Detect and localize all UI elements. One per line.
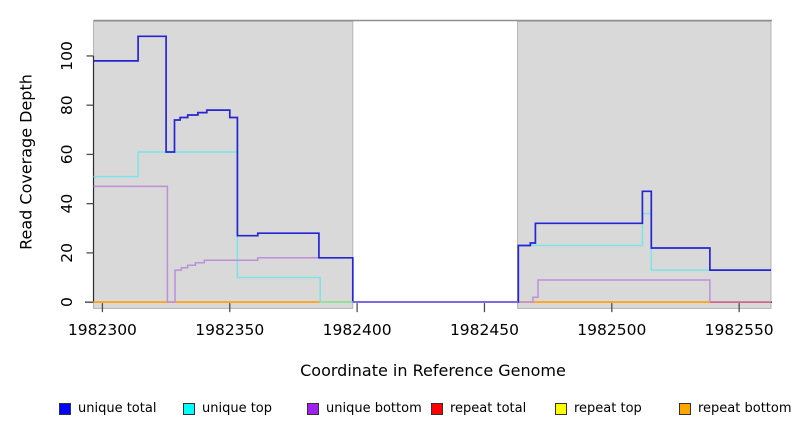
legend-swatch-icon (307, 402, 319, 415)
legend-item-repeat-bottom: repeat bottom (679, 400, 792, 417)
legend-label: repeat top (574, 401, 642, 416)
legend: unique total unique top unique bottom repea… (0, 400, 792, 420)
y-tick-label: 20 (58, 243, 76, 263)
coverage-region-1 (93, 20, 354, 309)
series-unique-bottom-line (93, 185, 711, 303)
legend-swatch-icon (431, 402, 443, 415)
x-tick-label: 1982450 (450, 321, 519, 339)
x-tick-label: 1982500 (577, 321, 646, 339)
y-tick-label: 60 (58, 145, 76, 165)
legend-label: repeat bottom (698, 401, 792, 416)
legend-label: unique top (202, 401, 273, 416)
legend-label: unique bottom (326, 401, 422, 416)
legend-item-unique-bottom: unique bottom (307, 400, 422, 417)
x-tick-label: 1982550 (705, 321, 774, 339)
legend-item-repeat-total: repeat total (431, 400, 526, 417)
legend-swatch-icon (679, 402, 691, 415)
legend-label: repeat total (450, 401, 527, 416)
legend-swatch-icon (59, 402, 71, 415)
coverage-plot: 1982300 1982350 1982400 1982450 1982500 19825… (58, 19, 774, 339)
x-axis-title: Coordinate in Reference Genome (300, 361, 566, 380)
y-axis-title: Read Coverage Depth (16, 74, 36, 250)
legend-item-unique-top: unique top (183, 400, 272, 417)
y-tick-label: 100 (58, 41, 76, 71)
y-tick-label: 40 (58, 194, 76, 214)
x-tick-label: 1982400 (323, 321, 392, 339)
legend-item-repeat-top: repeat top (555, 400, 642, 417)
legend-label: unique total (78, 401, 157, 416)
legend-swatch-icon (183, 402, 195, 415)
legend-swatch-icon (555, 402, 567, 415)
series-unique-total-line (93, 35, 771, 303)
y-tick-label: 80 (58, 95, 76, 115)
x-tick-label: 1982300 (68, 321, 137, 339)
x-tick-label: 1982350 (195, 321, 264, 339)
y-tick-label: 0 (58, 297, 76, 307)
legend-item-unique-total: unique total (59, 400, 156, 417)
coverage-region-2 (517, 20, 772, 309)
